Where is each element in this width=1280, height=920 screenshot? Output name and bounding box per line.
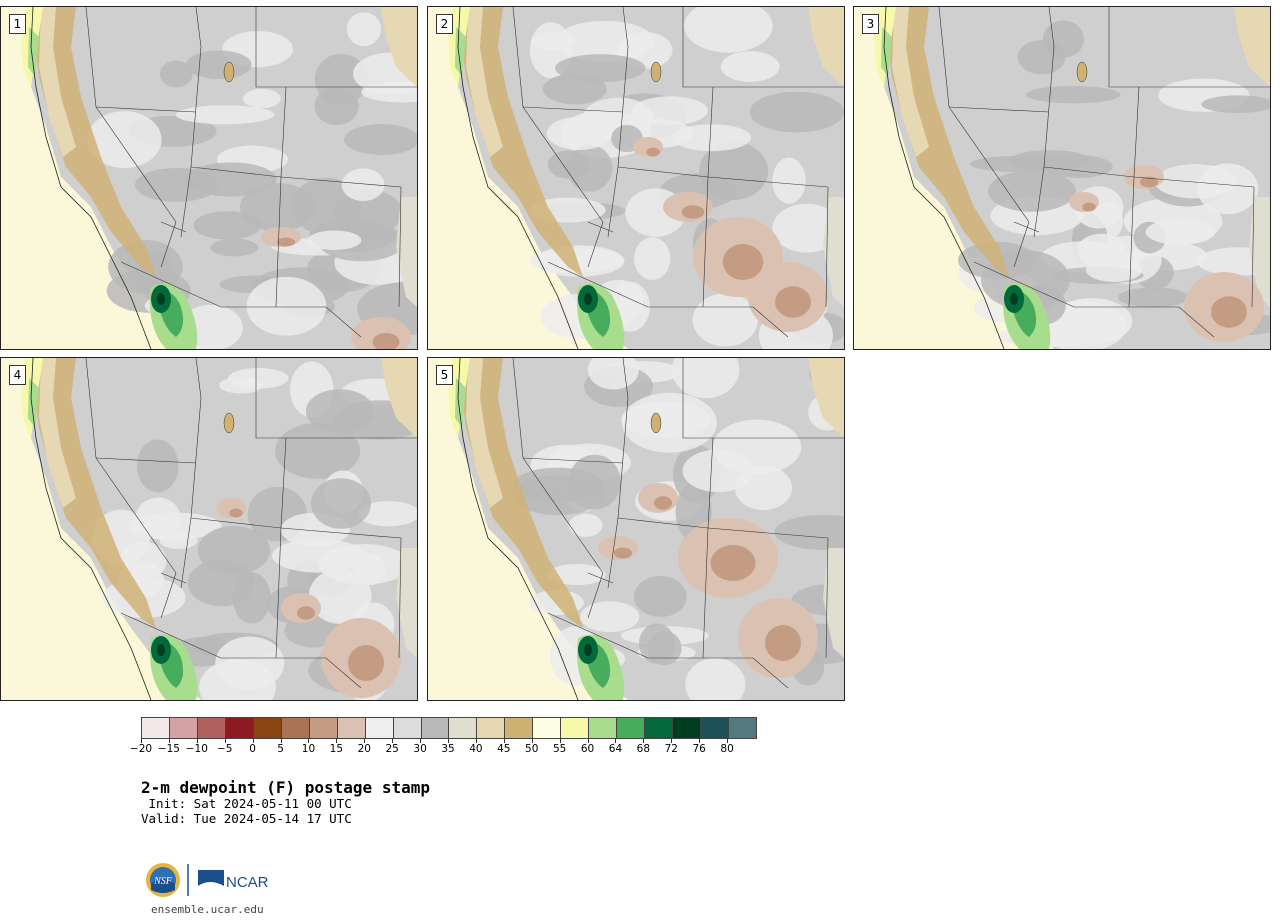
colorbar-tick-label: 35 — [441, 743, 455, 755]
nsf-logo-icon: NSF — [146, 863, 180, 897]
dewpoint-map-4 — [1, 358, 417, 700]
colorbar-swatch — [476, 718, 505, 738]
valid-time: Valid: Tue 2024-05-14 17 UTC — [141, 811, 352, 826]
panel-number-5: 5 — [436, 365, 453, 385]
colorbar-tick-label: 72 — [664, 743, 678, 755]
colorbar-swatch — [168, 718, 197, 738]
colorbar-swatch — [224, 718, 253, 738]
colorbar-tick-label: 80 — [720, 743, 734, 755]
colorbar-tick — [168, 738, 170, 743]
colorbar-tick — [420, 738, 422, 743]
colorbar-tick — [280, 738, 282, 743]
colorbar-tick-label: 50 — [525, 743, 539, 755]
colorbar-swatch — [420, 718, 449, 738]
colorbar-tick — [531, 738, 533, 743]
colorbar-swatch — [504, 718, 533, 738]
map-panel-5: 5 — [427, 357, 845, 701]
colorbar-swatch — [364, 718, 393, 738]
colorbar-swatch — [392, 718, 421, 738]
colorbar-tick — [252, 738, 254, 743]
panel-number-2: 2 — [436, 14, 453, 34]
dewpoint-colorbar — [141, 717, 757, 739]
colorbar-tick-label: 64 — [608, 743, 623, 755]
dewpoint-map-1 — [1, 7, 417, 349]
colorbar-tick — [727, 738, 729, 743]
map-panel-1: 1 — [0, 6, 418, 350]
colorbar-tick — [643, 738, 645, 743]
chart-title: 2-m dewpoint (F) postage stamp — [141, 778, 430, 797]
colorbar-swatch — [700, 718, 729, 738]
colorbar-swatch — [252, 718, 281, 738]
svg-text:NSF: NSF — [153, 876, 173, 887]
colorbar-tick-label: −15 — [157, 743, 180, 755]
colorbar-swatch — [560, 718, 589, 738]
colorbar-swatch — [336, 718, 365, 738]
dewpoint-map-2 — [428, 7, 844, 349]
nsf-ncar-logos: NSF NCAR — [146, 863, 269, 897]
panel-number-3: 3 — [862, 14, 879, 34]
colorbar-tick-label: −10 — [185, 743, 208, 755]
colorbar-tick-label: 30 — [413, 743, 427, 755]
colorbar-tick-label: −5 — [216, 743, 233, 755]
map-panel-2: 2 — [427, 6, 845, 350]
website-url: ensemble.ucar.edu — [151, 903, 264, 916]
colorbar-tick-label: 0 — [249, 743, 256, 755]
svg-text:NCAR: NCAR — [226, 874, 269, 891]
map-panel-3: 3 — [853, 6, 1271, 350]
colorbar-tick — [141, 738, 142, 743]
colorbar-tick — [224, 738, 226, 743]
colorbar-swatch — [532, 718, 561, 738]
colorbar-tick-label: 60 — [580, 743, 595, 755]
colorbar-ticks: −20 −15 −10 −5 0 5 10 15 20 25 30 35 40 45 50 55 60 64 68 7… — [130, 738, 757, 760]
colorbar-swatch — [142, 718, 169, 738]
colorbar-tick-label: 20 — [357, 743, 371, 755]
colorbar-swatch — [196, 718, 225, 738]
colorbar-swatch — [616, 718, 645, 738]
colorbar-tick-label: 76 — [692, 743, 706, 755]
colorbar-swatch — [644, 718, 673, 738]
colorbar-tick — [559, 738, 561, 743]
panel-number-1: 1 — [9, 14, 26, 34]
colorbar-tick — [364, 738, 366, 743]
colorbar-swatch — [672, 718, 701, 738]
ncar-logo-icon: NCAR — [198, 870, 269, 891]
colorbar-tick — [392, 738, 394, 743]
colorbar-tick-label: 45 — [497, 743, 511, 755]
colorbar-tick — [503, 738, 505, 743]
colorbar-tick — [671, 738, 673, 743]
dewpoint-map-3 — [854, 7, 1270, 349]
map-panel-4: 4 — [0, 357, 418, 701]
colorbar-tick-label: 15 — [329, 743, 344, 755]
colorbar-tick — [699, 738, 701, 743]
colorbar-tick-label: 55 — [552, 743, 567, 755]
colorbar-tick-label: 10 — [301, 743, 316, 755]
colorbar-swatch — [728, 718, 756, 738]
colorbar-tick — [336, 738, 338, 743]
colorbar-swatch — [448, 718, 477, 738]
colorbar-tick — [587, 738, 589, 743]
colorbar-swatch — [588, 718, 617, 738]
init-time: Init: Sat 2024-05-11 00 UTC — [141, 796, 352, 811]
panel-number-4: 4 — [9, 365, 26, 385]
colorbar-tick — [615, 738, 617, 743]
colorbar-tick — [448, 738, 449, 743]
colorbar-tick — [475, 738, 477, 743]
colorbar-tick-label: −20 — [129, 743, 153, 755]
dewpoint-map-5 — [428, 358, 844, 700]
colorbar-tick-label: 25 — [385, 743, 399, 755]
colorbar-swatch — [280, 718, 309, 738]
colorbar-tick-label: 5 — [277, 743, 284, 755]
colorbar-tick — [196, 738, 198, 743]
colorbar-tick — [308, 738, 310, 743]
colorbar-tick-label: 68 — [636, 743, 651, 755]
colorbar-tick-label: 40 — [469, 743, 483, 755]
colorbar-swatch — [308, 718, 337, 738]
